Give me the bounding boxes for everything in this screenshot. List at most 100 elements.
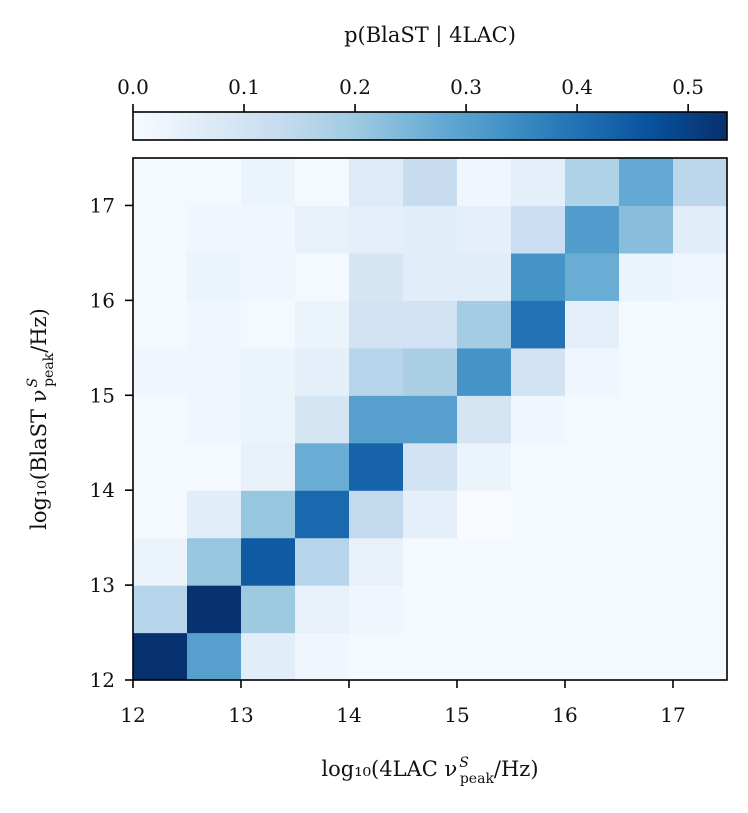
heatmap-cell [511, 158, 566, 207]
y-axis-ticks: 12 13 14 15 16 17 [90, 193, 133, 692]
heatmap-cell [565, 395, 620, 444]
heatmap-cell [295, 347, 350, 396]
heatmap-cell [565, 205, 620, 254]
x-tick-label: 15 [444, 703, 469, 727]
x-axis-label-text: log₁₀(4LAC ν [321, 757, 457, 781]
heatmap-cell [349, 395, 404, 444]
heatmap-cell [241, 537, 296, 586]
heatmap-cell [349, 442, 404, 491]
x-tick-label: 12 [120, 703, 145, 727]
heatmap-cell [133, 585, 188, 634]
heatmap-cell [241, 300, 296, 349]
plot-frame [132, 157, 728, 681]
heatmap-cell [565, 490, 620, 539]
heatmap-cell [673, 158, 728, 207]
heatmap-cell [295, 442, 350, 491]
heatmap-cell [403, 158, 458, 207]
heatmap-cells [133, 158, 728, 681]
heatmap-cell [673, 442, 728, 491]
y-axis-label-suffix: /Hz) [27, 308, 51, 353]
heatmap-cell [511, 585, 566, 634]
heatmap-cell [457, 252, 512, 301]
y-tick-label: 13 [90, 573, 115, 597]
heatmap-cell [241, 347, 296, 396]
heatmap-cell [133, 205, 188, 254]
heatmap-cell [673, 395, 728, 444]
colorbar-label: p(BlaST | 4LAC) [344, 23, 516, 48]
heatmap-cell [403, 632, 458, 681]
heatmap-cell [457, 158, 512, 207]
heatmap-cell [295, 490, 350, 539]
heatmap-cell [349, 252, 404, 301]
heatmap-cell [349, 490, 404, 539]
heatmap-cell [133, 252, 188, 301]
heatmap-cell [565, 632, 620, 681]
x-tick-label: 13 [228, 703, 253, 727]
heatmap-cell [403, 537, 458, 586]
heatmap-cell [673, 205, 728, 254]
heatmap-cell [241, 395, 296, 444]
heatmap-cell [241, 158, 296, 207]
heatmap-cell [511, 347, 566, 396]
x-tick-label: 17 [660, 703, 685, 727]
heatmap-cell [241, 490, 296, 539]
heatmap-cell [511, 395, 566, 444]
x-axis-ticks: 12 13 14 15 16 17 [120, 680, 686, 727]
heatmap-cell [673, 300, 728, 349]
heatmap-cell [457, 347, 512, 396]
x-axis-label-suffix: /Hz) [494, 757, 539, 781]
heatmap-cell [511, 442, 566, 491]
heatmap-cell [403, 205, 458, 254]
heatmap-cell [457, 490, 512, 539]
y-tick-label: 15 [90, 383, 115, 407]
heatmap-cell [673, 490, 728, 539]
colorbar-tick-label: 0.1 [228, 75, 260, 99]
heatmap-cell [187, 300, 242, 349]
heatmap-cell [457, 537, 512, 586]
heatmap-cell [457, 632, 512, 681]
heatmap-cell [403, 300, 458, 349]
heatmap-cell [295, 585, 350, 634]
heatmap-cell [619, 632, 674, 681]
heatmap-cell [187, 442, 242, 491]
heatmap-cell [457, 395, 512, 444]
heatmap-cell [133, 632, 188, 681]
heatmap-cell [295, 537, 350, 586]
heatmap-cell [673, 585, 728, 634]
heatmap-cell [349, 632, 404, 681]
heatmap-cell [349, 347, 404, 396]
heatmap-cell [565, 252, 620, 301]
heatmap-cell [295, 158, 350, 207]
y-axis-label-sub: peak [41, 352, 57, 387]
colorbar-tick-label: 0.5 [672, 75, 704, 99]
colorbar-tick-label: 0.2 [339, 75, 371, 99]
x-tick-label: 14 [336, 703, 361, 727]
heatmap-cell [403, 585, 458, 634]
heatmap-cell [619, 347, 674, 396]
heatmap-cell [403, 442, 458, 491]
heatmap-cell [349, 537, 404, 586]
heatmap-cell [619, 585, 674, 634]
heatmap-cell [133, 537, 188, 586]
y-axis-label-sup: S [25, 378, 41, 388]
heatmap-cell [619, 395, 674, 444]
heatmap-cell [457, 442, 512, 491]
heatmap-cell [241, 632, 296, 681]
heatmap-cell [403, 395, 458, 444]
heatmap-cell [295, 632, 350, 681]
heatmap-cell [241, 205, 296, 254]
heatmap-cell [349, 205, 404, 254]
heatmap-cell [565, 347, 620, 396]
heatmap-cell [349, 585, 404, 634]
colorbar-tick-label: 0.3 [450, 75, 482, 99]
heatmap-cell [511, 632, 566, 681]
y-tick-label: 14 [90, 478, 115, 502]
heatmap-cell [295, 395, 350, 444]
heatmap-cell [565, 585, 620, 634]
heatmap-cell [133, 442, 188, 491]
y-tick-label: 12 [90, 668, 115, 692]
heatmap-cell [187, 632, 242, 681]
heatmap-cell [619, 490, 674, 539]
x-tick-label: 16 [552, 703, 577, 727]
